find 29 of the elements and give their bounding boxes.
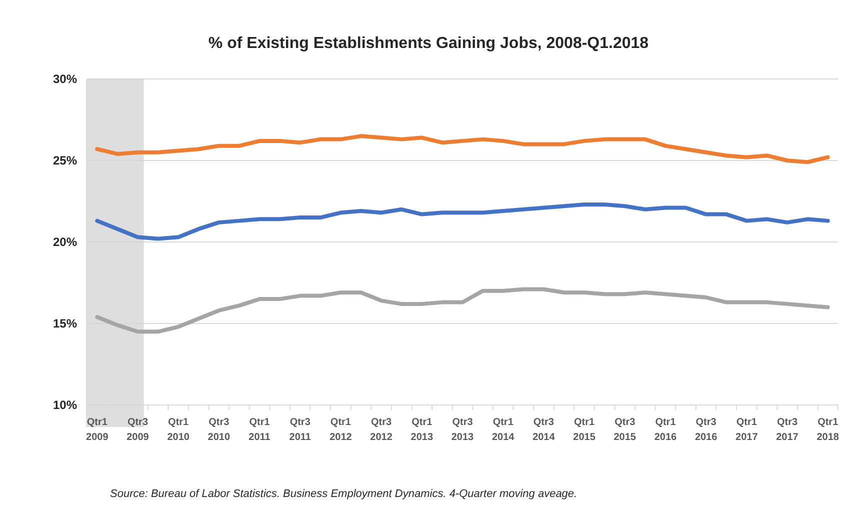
x-tick-label: Qtr3 2009 — [126, 417, 150, 443]
x-tick-label: Qtr3 2014 — [532, 417, 556, 443]
line-series — [95, 287, 830, 334]
x-tick-label: Qtr3 2016 — [694, 417, 718, 443]
x-tick-label: Qtr1 2018 — [816, 417, 840, 443]
x-tick-label: Qtr1 2017 — [736, 417, 758, 443]
x-tick-label: Qtr1 2009 — [86, 417, 109, 443]
x-tick-label: Qtr1 2012 — [330, 417, 352, 443]
x-tick-label: Qtr3 2015 — [614, 417, 636, 443]
line-series — [95, 202, 830, 241]
source-note: Source: Bureau of Labor Statistics. Business Employment Dynamics. 4-Quarter moving aveage. — [110, 488, 578, 500]
y-tick-label: 25% — [52, 154, 78, 168]
x-tick-label: Qtr1 2011 — [248, 417, 271, 443]
chart-title: % of Existing Establishments Gaining Jobs, 2008-Q1.2018 — [208, 35, 649, 52]
x-tick-label: Qtr3 2011 — [289, 417, 312, 443]
x-tick-label: Qtr1 2014 — [492, 417, 515, 443]
x-tick-label: Qtr1 2013 — [410, 417, 434, 443]
x-tick-label: Qtr1 2016 — [654, 417, 678, 443]
line-series — [95, 134, 830, 164]
x-tick-label: Qtr3 2017 — [776, 417, 799, 443]
y-tick-label: 15% — [52, 316, 78, 331]
x-tick-label: Qtr1 2010 — [167, 417, 190, 443]
x-tick-label: Qtr3 2013 — [451, 417, 474, 443]
y-tick-label: 30% — [52, 72, 78, 86]
x-tick-label: Qtr1 2015 — [573, 417, 596, 443]
x-tick-label: Qtr3 2012 — [370, 417, 393, 443]
y-tick-label: 10% — [52, 398, 78, 412]
x-tick-label: Qtr3 2010 — [208, 417, 230, 443]
y-tick-label: 20% — [52, 235, 78, 250]
